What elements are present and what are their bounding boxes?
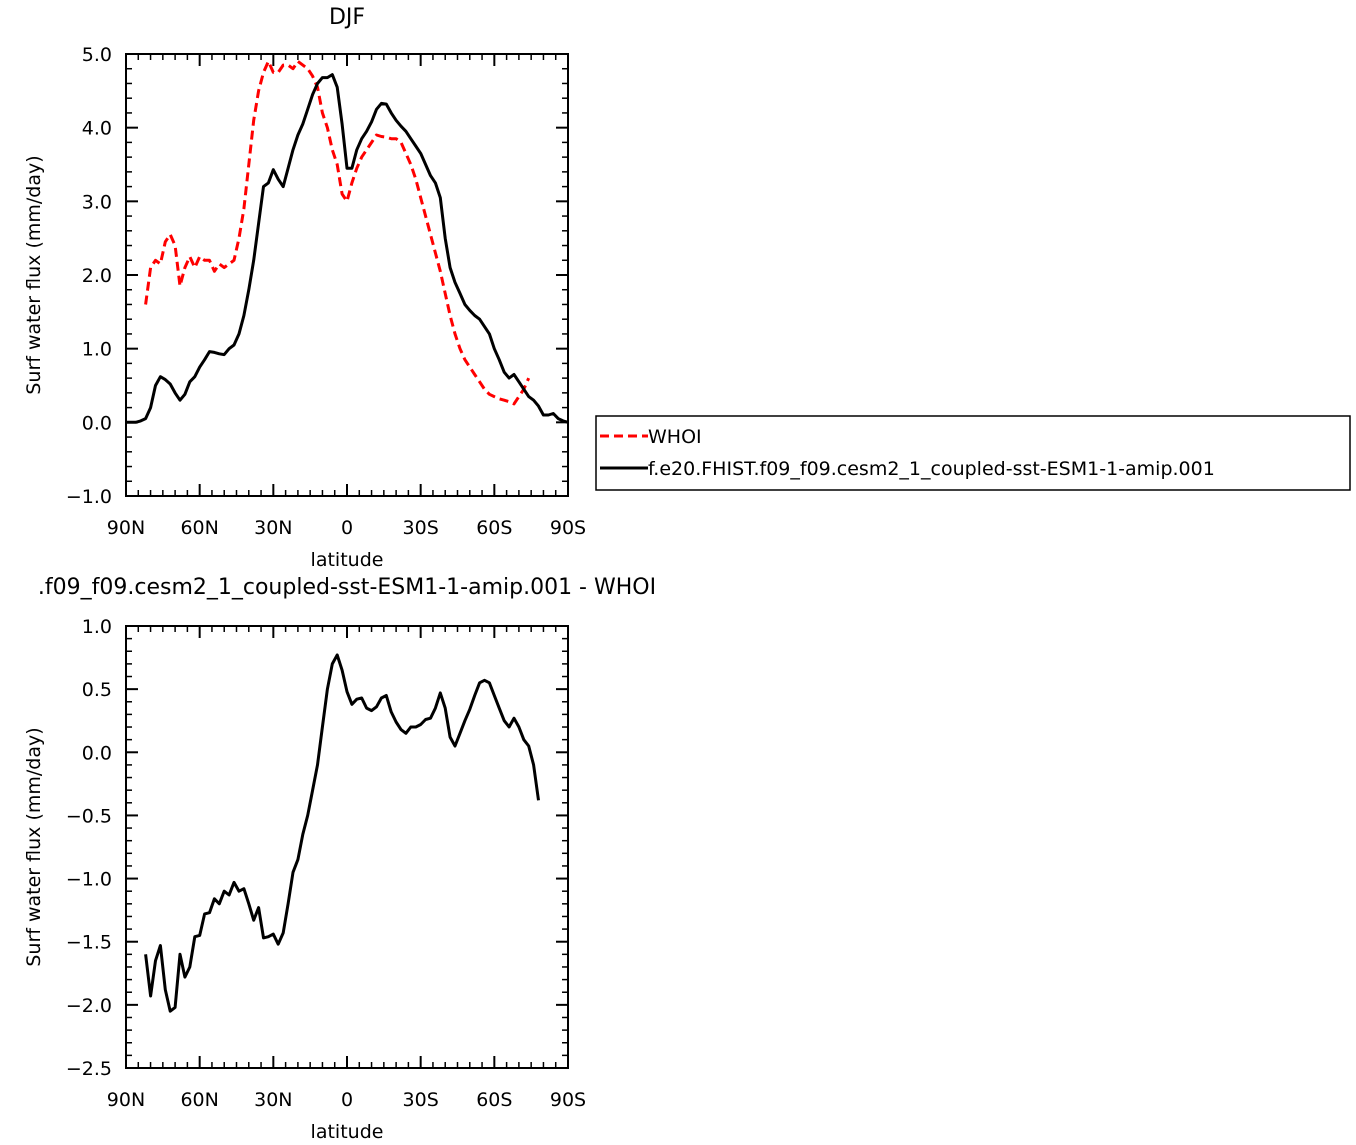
y-tick-label: −0.5 [66,805,112,827]
series-line-whoi [144,59,531,406]
series-line-f-e20-fhist-f09-f09-cesm [126,73,569,424]
x-tick-label: 90S [550,517,586,539]
x-tick-label: 30N [254,517,292,539]
y-axis-label: Surf water flux (mm/day) [23,155,45,394]
series-line-0 [144,653,540,1013]
x-tick-label: 60S [476,1089,512,1111]
x-tick-label: 90S [550,1089,586,1111]
x-tick-label: 60S [476,517,512,539]
x-tick-label: 90N [107,517,145,539]
y-tick-label: 2.0 [82,265,112,287]
y-tick-label: 5.0 [82,44,112,66]
y-tick-label: −2.0 [66,995,112,1017]
top-chart-djf: DJF 90N 60N 30N 0 30S 60S 90S 5.0 4.0 3.0 2.0 1.0 0.0… [23,5,1351,571]
legend-label: f.e20.FHIST.f09_f09.cesm2_1_coupled-sst-… [648,458,1215,480]
chart-title: DJF [329,5,365,30]
bottom-chart-difference: .f09_f09.cesm2_1_coupled-sst-ESM1-1-amip… [23,575,656,1143]
y-tick-label: 1.0 [82,339,112,361]
x-tick-label: 60N [180,1089,218,1111]
x-tick-label: 60N [180,517,218,539]
y-tick-label: 0.0 [82,742,112,764]
y-tick-label: 0.5 [82,679,112,701]
x-axis-label: latitude [311,1121,384,1143]
y-tick-label: 0.0 [82,412,112,434]
x-tick-label: 30S [403,1089,439,1111]
y-tick-label: −1.5 [66,932,112,954]
legend-box [595,415,1351,491]
x-tick-label: 30N [254,1089,292,1111]
legend-label: WHOI [648,426,702,448]
y-tick-label: 3.0 [82,191,112,213]
y-axis-label: Surf water flux (mm/day) [23,727,45,966]
x-tick-label: 90N [107,1089,145,1111]
y-tick-label: 1.0 [82,616,112,638]
chart-title: .f09_f09.cesm2_1_coupled-sst-ESM1-1-amip… [38,575,656,600]
y-tick-label: −1.0 [66,486,112,508]
plot-frame [125,53,569,497]
x-tick-label: 0 [341,1089,353,1111]
y-tick-label: −2.5 [66,1058,112,1080]
x-tick-label: 0 [341,517,353,539]
x-axis-label: latitude [311,549,384,571]
y-tick-label: −1.0 [66,869,112,891]
x-tick-label: 30S [403,517,439,539]
y-tick-label: 4.0 [82,118,112,140]
